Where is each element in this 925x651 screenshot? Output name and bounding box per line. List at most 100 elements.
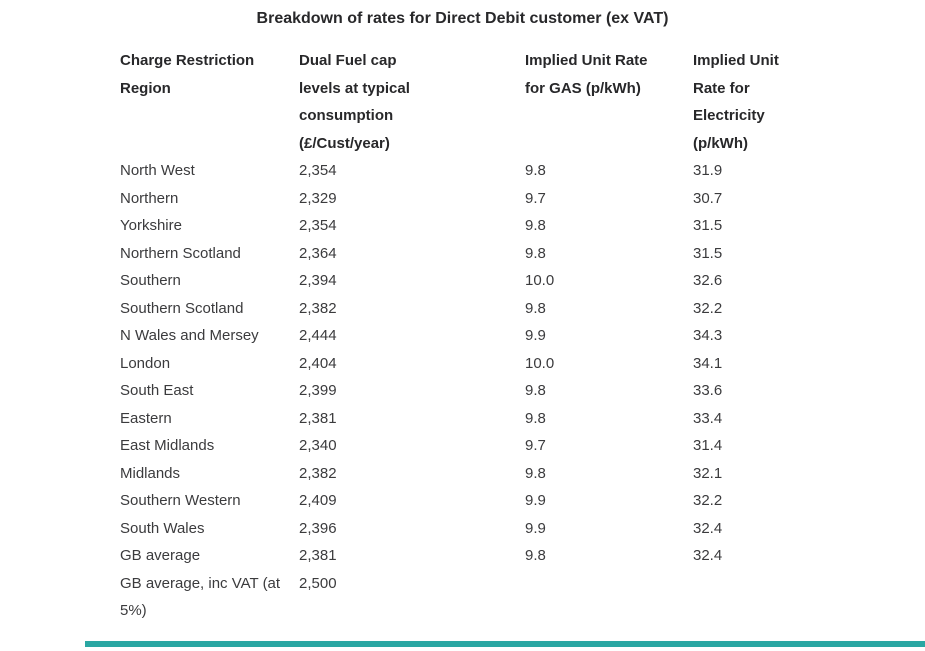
- region-cell: GB average: [120, 542, 299, 570]
- cap-cell: 2,382: [299, 299, 337, 317]
- region-label: South East: [120, 382, 194, 399]
- table-row: Midlands 2,382 9.8 32.1: [120, 460, 865, 488]
- gas-cell: 10.0: [525, 272, 555, 289]
- table-row: Yorkshire 2,354 9.8 31.5: [120, 212, 865, 240]
- table-row: Southern Western 2,409 9.9 32.2: [120, 487, 865, 515]
- gas-cell: 10.0: [525, 354, 555, 372]
- table-row: London 2,404 10.0 34.1: [120, 350, 865, 378]
- table-row: North West 2,354 9.8 31.9: [120, 157, 865, 185]
- elec-cell: 34.1: [693, 354, 723, 372]
- header-cell-gas: Implied Unit Rate for GAS (p/kWh): [525, 47, 693, 157]
- region-cell: Northern: [120, 185, 299, 213]
- elec-cell: 30.7: [693, 189, 723, 207]
- elec-cell: 32.4: [693, 547, 723, 564]
- gas-cell: 9.9: [525, 327, 546, 344]
- table-row: Northern Scotland 2,364 9.8 31.5: [120, 240, 865, 268]
- region-cell: Southern: [120, 267, 299, 295]
- region-cell: Midlands: [120, 460, 299, 488]
- region-cell: Southern Scotland: [120, 295, 299, 323]
- elec-cell: 31.5: [693, 217, 723, 234]
- header-line: Electricity: [693, 107, 765, 124]
- elec-cell: 34.3: [693, 327, 723, 344]
- region-label: Southern Western: [120, 492, 241, 509]
- table-row: GB average, inc VAT (at 5%) 2,500: [120, 570, 865, 625]
- table-row: South East 2,399 9.8 33.6: [120, 377, 865, 405]
- header-line: for GAS (p/kWh): [525, 79, 641, 97]
- region-label: Southern: [120, 272, 181, 289]
- header-cell-cap: Dual Fuel cap levels at typical consumpt…: [299, 47, 525, 157]
- region-cell: London: [120, 350, 299, 378]
- cap-cell: 2,382: [299, 464, 337, 482]
- cap-cell: 2,404: [299, 354, 337, 372]
- elec-cell: 31.9: [693, 162, 723, 179]
- gas-cell: 9.7: [525, 437, 546, 454]
- table-row: South Wales 2,396 9.9 32.4: [120, 515, 865, 543]
- elec-cell: 33.6: [693, 382, 723, 399]
- region-label: GB average, inc VAT (at: [120, 574, 281, 592]
- region-label: Eastern: [120, 409, 172, 427]
- region-cell: Northern Scotland: [120, 240, 299, 268]
- region-cell: GB average, inc VAT (at 5%): [120, 570, 299, 625]
- table-row: East Midlands 2,340 9.7 31.4: [120, 432, 865, 460]
- region-cell: N Wales and Mersey: [120, 322, 299, 350]
- gas-cell: [525, 570, 693, 625]
- region-label: Northern: [120, 189, 179, 207]
- elec-cell: 32.2: [693, 492, 723, 509]
- region-label: Northern Scotland: [120, 244, 241, 262]
- gas-cell: 9.7: [525, 189, 546, 207]
- cap-cell: 2,329: [299, 189, 337, 207]
- gas-cell: 9.8: [525, 464, 546, 482]
- elec-cell: 32.2: [693, 299, 723, 317]
- region-label: North West: [120, 162, 195, 179]
- gas-cell: 9.8: [525, 382, 546, 399]
- cap-cell: 2,354: [299, 162, 337, 179]
- header-line: Charge Restriction: [120, 52, 255, 69]
- table-body: North West 2,354 9.8 31.9 Northern 2,329 9.7 30…: [120, 157, 865, 625]
- cap-cell: 2,396: [299, 519, 337, 537]
- cap-cell: 2,354: [299, 217, 337, 234]
- cap-cell: 2,409: [299, 492, 337, 509]
- table-header: Charge Restriction Region Dual Fuel cap …: [120, 47, 865, 157]
- elec-cell: [693, 570, 833, 625]
- gas-cell: 9.8: [525, 217, 546, 234]
- region-label: East Midlands: [120, 437, 215, 454]
- header-line: levels at typical: [299, 79, 410, 97]
- region-label: Southern Scotland: [120, 299, 244, 317]
- cap-cell: 2,340: [299, 437, 337, 454]
- table-row: Southern Scotland 2,382 9.8 32.2: [120, 295, 865, 323]
- region-label: N Wales and Mersey: [120, 327, 259, 344]
- region-label: London: [120, 354, 171, 372]
- rates-table: Charge Restriction Region Dual Fuel cap …: [120, 47, 865, 625]
- gas-cell: 9.8: [525, 547, 546, 564]
- region-label: South Wales: [120, 519, 205, 537]
- elec-cell: 32.6: [693, 272, 723, 289]
- cap-cell: 2,364: [299, 244, 337, 262]
- cap-cell: 2,394: [299, 272, 337, 289]
- cap-cell: 2,381: [299, 547, 337, 564]
- gas-cell: 9.8: [525, 244, 546, 262]
- header-cell-elec: Implied Unit Rate for Electricity (p/kWh…: [693, 47, 833, 157]
- header-line: Implied Unit Rate: [525, 52, 648, 69]
- region-cell: North West: [120, 157, 299, 185]
- header-line: (p/kWh): [693, 134, 748, 152]
- header-line: Rate for: [693, 79, 750, 97]
- gas-cell: 9.9: [525, 492, 546, 509]
- elec-cell: 31.5: [693, 244, 723, 262]
- region-cell: South East: [120, 377, 299, 405]
- cap-cell: 2,444: [299, 327, 337, 344]
- header-cell-region: Charge Restriction Region: [120, 47, 299, 157]
- table-row: Eastern 2,381 9.8 33.4: [120, 405, 865, 433]
- region-label: Midlands: [120, 464, 181, 482]
- table-row: Northern 2,329 9.7 30.7: [120, 185, 865, 213]
- bottom-accent-bar: [85, 641, 925, 647]
- header-line: Implied Unit: [693, 52, 779, 69]
- table-row: N Wales and Mersey 2,444 9.9 34.3: [120, 322, 865, 350]
- region-label: Yorkshire: [120, 217, 182, 234]
- cap-cell: 2,399: [299, 382, 337, 399]
- header-line: consumption: [299, 107, 394, 124]
- elec-cell: 31.4: [693, 437, 723, 454]
- header-line: (£/Cust/year): [299, 134, 390, 152]
- cap-cell: 2,500: [299, 574, 337, 592]
- gas-cell: 9.8: [525, 162, 546, 179]
- elec-cell: 32.4: [693, 519, 723, 537]
